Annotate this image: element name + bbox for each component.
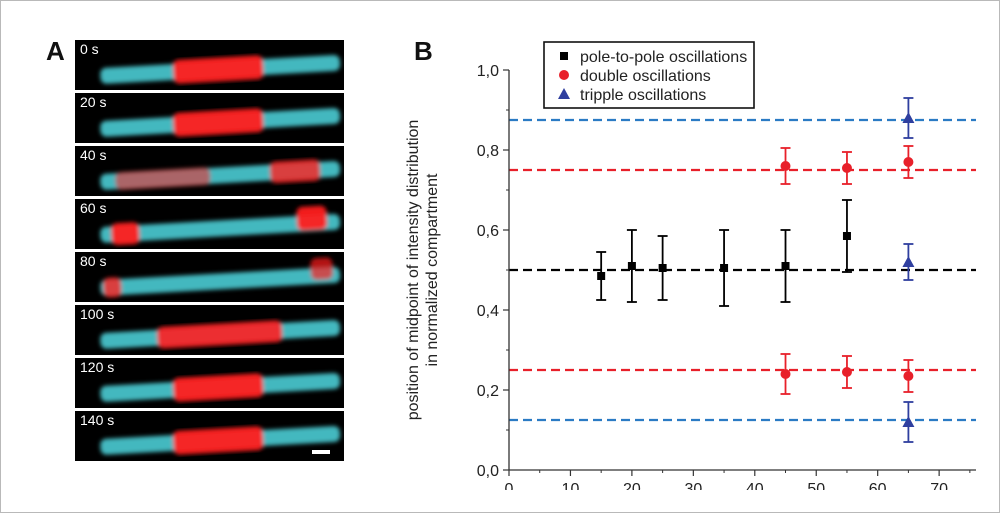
microscopy-image: [100, 108, 341, 137]
y-tick-label: 0,4: [477, 303, 499, 320]
legend-label: pole-to-pole oscillations: [580, 49, 747, 66]
data-point: [902, 416, 915, 427]
legend-box: [543, 41, 755, 109]
data-point: [780, 369, 791, 379]
microscopy-image: [100, 159, 341, 190]
microscopy-image: [100, 426, 341, 455]
data-point: [780, 161, 791, 171]
data-point: [658, 264, 667, 272]
data-point: [902, 112, 915, 123]
microscopy-image: [100, 373, 341, 402]
y-tick-label: 0,2: [477, 383, 499, 400]
x-tick-label: 40: [746, 481, 764, 490]
frame-time-label: 20 s: [80, 94, 107, 110]
legend-marker: [558, 88, 570, 99]
frame-time-label: 140 s: [80, 412, 115, 428]
timelapse-frame: 80 s: [75, 252, 344, 302]
frame-time-label: 60 s: [80, 200, 107, 216]
data-point: [902, 256, 915, 267]
legend-marker: [559, 70, 569, 80]
data-point: [841, 367, 852, 377]
y-axis-label: in normalized compartment: [424, 173, 441, 367]
microscopy-image: [100, 320, 341, 349]
x-tick-label: 10: [562, 481, 580, 490]
x-tick-label: 30: [684, 481, 702, 490]
timelapse-frame: 140 s: [75, 411, 344, 461]
timelapse-frame: 60 s: [75, 199, 344, 249]
timelapse-frame: 100 s: [75, 305, 344, 355]
x-tick-label: 60: [869, 481, 887, 490]
legend-label: tripple oscillations: [580, 87, 706, 104]
data-point: [781, 262, 790, 270]
y-tick-label: 1,0: [477, 63, 499, 80]
scatter-chart: 0,00,20,40,60,81,0010203040506070compart…: [405, 41, 976, 490]
data-point: [903, 157, 914, 167]
timelapse-frame: 40 s: [75, 146, 344, 196]
microscopy-image: [100, 257, 341, 298]
y-tick-label: 0,0: [477, 463, 499, 480]
data-point: [842, 232, 851, 240]
frame-time-label: 40 s: [80, 147, 107, 163]
data-point: [597, 272, 606, 280]
legend-label: double oscillations: [580, 68, 711, 85]
data-point: [841, 163, 852, 173]
y-tick-label: 0,6: [477, 223, 499, 240]
x-tick-label: 70: [930, 481, 948, 490]
timelapse-frame: 120 s: [75, 358, 344, 408]
microscopy-image: [100, 55, 341, 84]
frame-time-label: 80 s: [80, 253, 107, 269]
timelapse-frame: 0 s: [75, 40, 344, 90]
frame-time-label: 0 s: [80, 41, 99, 57]
y-axis-label: position of midpoint of intensity distri…: [405, 120, 422, 421]
panel-label-b: B: [414, 36, 433, 66]
x-tick-label: 0: [505, 481, 514, 490]
timelapse-frame: 20 s: [75, 93, 344, 143]
legend-marker: [560, 52, 568, 60]
data-point: [720, 264, 729, 272]
microscopy-image: [100, 205, 341, 246]
scale-bar: [312, 450, 330, 454]
data-point: [627, 262, 636, 270]
x-tick-label: 20: [623, 481, 641, 490]
data-point: [903, 371, 914, 381]
frame-time-label: 120 s: [80, 359, 115, 375]
y-tick-label: 0,8: [477, 143, 499, 160]
x-tick-label: 50: [807, 481, 825, 490]
frame-time-label: 100 s: [80, 306, 115, 322]
panel-label-a: A: [46, 36, 65, 66]
